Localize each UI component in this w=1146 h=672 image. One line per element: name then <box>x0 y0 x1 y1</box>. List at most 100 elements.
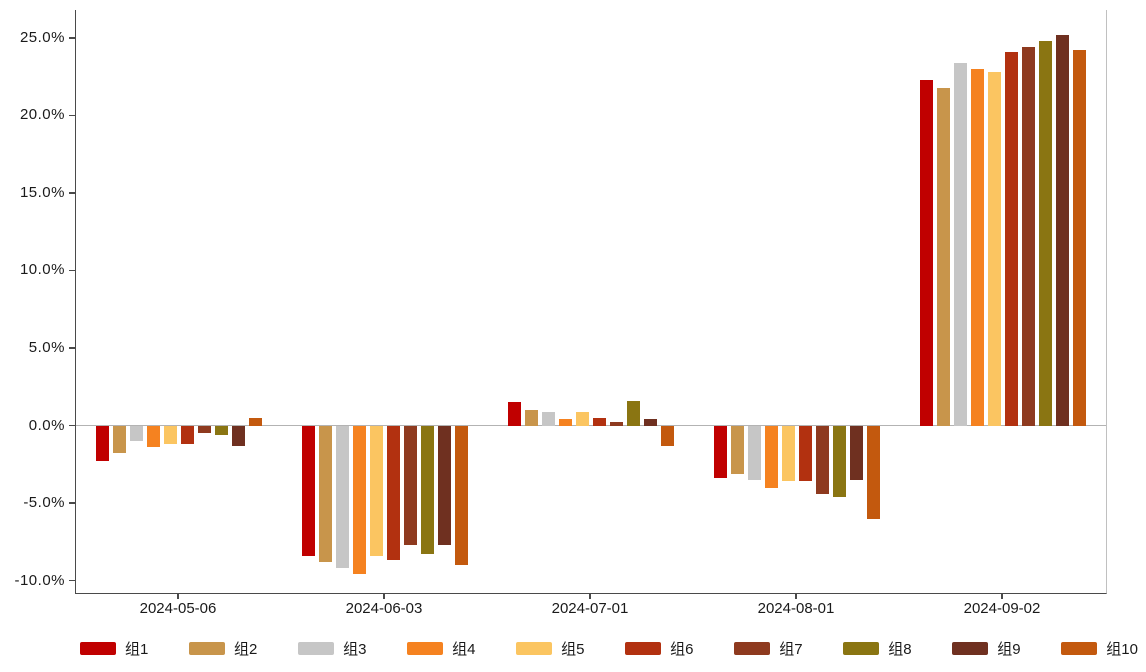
legend-label: 组4 <box>452 641 476 658</box>
legend-swatch-icon <box>80 642 116 655</box>
y-axis-tick <box>69 192 75 194</box>
bar-组6-2024-08-01 <box>799 425 812 482</box>
y-tick-label: 15.0% <box>19 183 65 201</box>
legend-swatch-icon <box>952 642 989 655</box>
legend-item-组7: 组7 <box>734 638 803 659</box>
legend-label: 组10 <box>1106 641 1138 658</box>
y-axis-tick <box>69 424 75 427</box>
x-tick-label: 2024-06-03 <box>345 600 423 617</box>
plot-area <box>69 10 1107 594</box>
legend: 组1 组2 组3 组4 组5 组6 组7 组8 组9 组10 <box>80 638 1138 659</box>
legend-item-组9: 组9 <box>952 638 1021 659</box>
legend-label: 组1 <box>125 641 149 658</box>
bar-组9-2024-07-01 <box>644 419 657 426</box>
x-axis-tick <box>795 594 797 599</box>
bar-组8-2024-05-06 <box>215 425 228 435</box>
bar-组4-2024-07-01 <box>559 419 572 426</box>
legend-item-组3: 组3 <box>298 638 366 659</box>
legend-label: 组2 <box>234 641 258 658</box>
bar-组3-2024-07-01 <box>542 411 555 426</box>
bar-组1-2024-09-02 <box>920 79 933 426</box>
bar-组5-2024-05-06 <box>164 425 177 445</box>
bar-组6-2024-07-01 <box>593 417 606 426</box>
y-axis-tick <box>69 269 75 272</box>
y-axis-tick <box>69 502 75 504</box>
bar-组3-2024-05-06 <box>130 425 143 442</box>
bar-组5-2024-09-02 <box>988 72 1001 426</box>
x-tick-label: 2024-09-02 <box>963 600 1041 617</box>
x-axis-tick <box>1001 594 1003 599</box>
y-axis-tick <box>69 347 75 349</box>
x-axis-tick <box>589 594 591 599</box>
bar-组2-2024-07-01 <box>525 410 538 426</box>
bar-组7-2024-05-06 <box>198 425 211 434</box>
bar-组2-2024-08-01 <box>731 425 744 474</box>
y-tick-label: -5.0% <box>23 494 65 512</box>
bar-组6-2024-05-06 <box>181 425 194 445</box>
y-tick-label: 5.0% <box>28 339 65 357</box>
legend-swatch-icon <box>189 642 226 655</box>
bar-组7-2024-08-01 <box>816 425 829 494</box>
legend-item-组2: 组2 <box>189 638 257 659</box>
bar-组2-2024-09-02 <box>937 87 950 426</box>
bar-组7-2024-07-01 <box>610 422 623 426</box>
bar-组1-2024-06-03 <box>302 425 315 556</box>
bar-组5-2024-06-03 <box>370 425 383 556</box>
legend-swatch-icon <box>407 642 444 655</box>
bar-组8-2024-08-01 <box>833 425 846 497</box>
y-tick-label: 25.0% <box>19 28 65 46</box>
bar-组1-2024-07-01 <box>508 402 521 426</box>
bar-组9-2024-05-06 <box>232 425 245 446</box>
bar-组10-2024-08-01 <box>867 425 880 519</box>
x-axis-tick <box>177 594 179 599</box>
bar-组6-2024-06-03 <box>387 425 400 561</box>
legend-label: 组3 <box>343 641 367 658</box>
legend-label: 组9 <box>997 641 1021 658</box>
y-tick-label: 10.0% <box>19 261 65 279</box>
bar-组7-2024-06-03 <box>404 425 417 545</box>
y-axis-tick <box>69 114 75 117</box>
y-axis-tick <box>69 37 75 39</box>
bar-组10-2024-06-03 <box>455 425 468 566</box>
legend-label: 组5 <box>561 641 585 658</box>
bar-组8-2024-06-03 <box>421 425 434 555</box>
zero-baseline <box>76 425 1106 427</box>
bar-组1-2024-05-06 <box>96 425 109 462</box>
bar-组4-2024-05-06 <box>147 425 160 448</box>
bar-组9-2024-06-03 <box>438 425 451 545</box>
legend-swatch-icon <box>1061 642 1098 655</box>
legend-item-组6: 组6 <box>625 638 694 659</box>
bar-组4-2024-06-03 <box>353 425 366 575</box>
bar-组1-2024-08-01 <box>714 425 727 479</box>
x-axis-tick <box>383 594 385 599</box>
bar-组6-2024-09-02 <box>1005 51 1018 426</box>
bar-组8-2024-07-01 <box>627 400 640 426</box>
bar-组3-2024-08-01 <box>748 425 761 480</box>
bar-组8-2024-09-02 <box>1039 41 1052 426</box>
legend-item-组5: 组5 <box>516 638 584 659</box>
legend-swatch-icon <box>516 642 553 655</box>
bar-组4-2024-08-01 <box>765 425 778 488</box>
bar-组4-2024-09-02 <box>971 68 984 426</box>
legend-swatch-icon <box>625 642 662 655</box>
y-tick-label: 20.0% <box>19 106 65 124</box>
legend-swatch-icon <box>298 642 335 655</box>
bar-组2-2024-05-06 <box>113 425 126 454</box>
bar-组5-2024-07-01 <box>576 411 589 426</box>
legend-item-组10: 组10 <box>1061 638 1138 659</box>
legend-label: 组7 <box>779 641 803 658</box>
bar-组3-2024-06-03 <box>336 425 349 569</box>
legend-label: 组8 <box>888 641 912 658</box>
legend-swatch-icon <box>843 642 880 655</box>
bar-组5-2024-08-01 <box>782 425 795 482</box>
y-tick-label: 0.0% <box>28 416 65 434</box>
bar-组2-2024-06-03 <box>319 425 332 562</box>
y-axis-tick <box>69 579 75 582</box>
legend-item-组1: 组1 <box>80 638 148 659</box>
x-tick-label: 2024-08-01 <box>757 600 835 617</box>
bar-组10-2024-09-02 <box>1073 50 1086 426</box>
y-tick-label: -10.0% <box>14 571 65 589</box>
legend-swatch-icon <box>734 642 771 655</box>
legend-label: 组6 <box>670 641 694 658</box>
